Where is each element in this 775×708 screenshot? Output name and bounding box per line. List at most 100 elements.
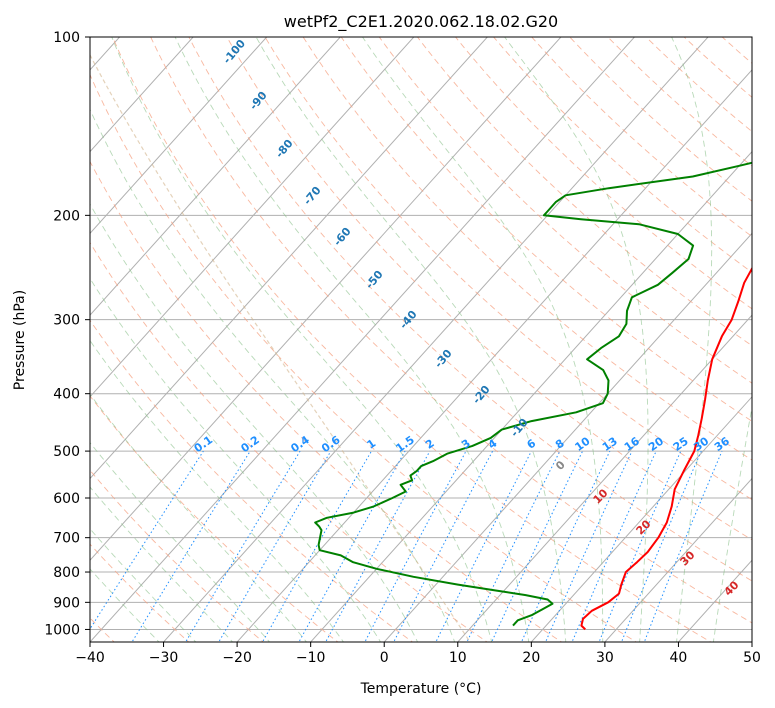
isotherm-line: [236, 69, 752, 642]
isotherm-line: [383, 232, 752, 642]
y-tick-label: 700: [53, 531, 80, 547]
x-tick-label: −40: [75, 650, 105, 666]
moist-adiabat: [90, 339, 345, 642]
data-lines: [314, 161, 752, 631]
dry-adiabat: [264, 37, 752, 501]
mixing-ratio-line: [435, 450, 532, 642]
mixing-ratio-label: 6: [525, 437, 539, 452]
dry-adiabat-label: -70: [301, 184, 324, 208]
mixing-ratio-line: [520, 450, 611, 642]
isotherm-line: [90, 37, 636, 642]
dry-adiabat-label: -90: [247, 89, 270, 113]
dry-adiabat: [531, 37, 752, 238]
y-tick-label: 1000: [44, 622, 80, 638]
isotherm-line: [457, 314, 752, 642]
isotherm-line: [90, 37, 341, 316]
chart-title: wetPf2_C2E1.2020.062.18.02.G20: [284, 12, 558, 32]
dry-adiabat: [90, 319, 414, 642]
moist-adiabat: [90, 441, 271, 642]
dry-adiabat-label: -50: [363, 268, 386, 292]
moist-adiabat: [504, 37, 649, 642]
moist-adiabat-label: 20: [634, 517, 654, 537]
moist-adiabat: [90, 108, 456, 642]
y-tick-label: 300: [53, 313, 80, 329]
dry-adiabat: [90, 73, 638, 642]
mixing-ratio-line: [393, 450, 494, 642]
moist-adiabat: [361, 37, 604, 642]
mixing-ratio-line: [261, 450, 372, 642]
dry-adiabat: [378, 37, 752, 384]
mixing-ratio-label: 1: [365, 437, 379, 452]
plot-frame: [89, 36, 753, 643]
mixing-ratio-line: [491, 450, 584, 642]
background-lines: [0, 24, 775, 645]
isotherm-line: [90, 37, 562, 562]
mixing-ratio-line: [298, 450, 406, 642]
y-tick-label: 600: [53, 491, 80, 507]
dry-adiabat: [645, 37, 752, 133]
moist-adiabat: [712, 404, 752, 642]
y-tick-label: 500: [53, 444, 80, 460]
isotherm-line: [90, 37, 489, 480]
isotherm-line: [604, 477, 752, 642]
mixing-ratio-label: 4: [486, 437, 500, 452]
moist-adiabat: [671, 37, 713, 642]
mixing-ratio-line: [598, 450, 682, 642]
mixing-ratio-line: [90, 450, 204, 630]
dry-adiabat: [302, 37, 752, 461]
mixing-ratio-line: [131, 450, 251, 642]
x-tick-label: −20: [222, 650, 252, 666]
dry-adiabat: [749, 27, 775, 645]
mixing-ratio-label: 1.5: [393, 433, 416, 455]
mixing-ratio-line: [466, 450, 561, 642]
freezing-arc: [90, 54, 471, 642]
x-axis-label: Temperature (°C): [360, 681, 482, 697]
mixing-ratio-line: [571, 450, 657, 642]
dry-adiabat: [150, 37, 752, 624]
y-tick-label: 900: [53, 595, 80, 611]
zero-isotherm-label: 0: [553, 458, 568, 473]
x-axis: −40 −30 −20 −10 0 10 20 30 40 50: [75, 642, 761, 666]
isotherm-line: [530, 396, 752, 642]
isotherm-line: [90, 37, 268, 235]
dry-adiabat-label: -20: [470, 383, 493, 407]
dry-adiabat-label: -60: [331, 225, 354, 249]
mixing-ratio-line: [364, 450, 467, 642]
mixing-ratio-label: 0.4: [288, 433, 312, 455]
dry-adiabat: [340, 37, 752, 422]
isotherm-line: [0, 24, 58, 645]
x-tick-label: 20: [522, 650, 540, 666]
dry-adiabat-label: -80: [273, 137, 296, 161]
x-tick-label: 40: [670, 650, 688, 666]
isotherm-line: [162, 37, 709, 642]
y-axis-label: Pressure (hPa): [12, 290, 28, 390]
moist-adiabat-label: 40: [722, 578, 742, 598]
dry-adiabat: [90, 160, 563, 642]
mixing-ratio-line: [218, 450, 332, 642]
dry-adiabat: [90, 469, 265, 642]
isotherm-line: [751, 641, 752, 642]
y-axis: 100 200 300 400 500 600 700 800 900 1000: [44, 30, 90, 638]
y-tick-label: 200: [53, 208, 80, 224]
overlay-labels: 0.1 0.2 0.4 0.6 1 1.5 2 3 4 6 8 10 13 16 20 25 30 36-100-…: [192, 37, 742, 599]
moist-adiabat: [90, 277, 382, 642]
y-tick-label: 100: [53, 30, 80, 46]
mixing-ratio-label: 0.6: [319, 433, 343, 455]
mixing-ratio-label: 0.2: [238, 433, 261, 455]
x-tick-label: 0: [380, 650, 389, 666]
x-tick-label: −30: [149, 650, 179, 666]
dry-adiabat: [90, 543, 190, 642]
moist-adiabat: [90, 486, 234, 642]
mixing-ratio-label: 8: [553, 437, 567, 452]
x-tick-label: −10: [296, 650, 326, 666]
mixing-ratio-line: [185, 450, 301, 642]
moist-adiabat-label: 10: [591, 486, 611, 506]
moist-adiabat: [174, 37, 530, 642]
moist-adiabat: [90, 393, 308, 642]
y-tick-label: 400: [53, 387, 80, 403]
dry-adiabat-label: -40: [397, 308, 420, 332]
mixing-ratio-line: [545, 450, 633, 642]
x-tick-label: 30: [596, 650, 614, 666]
mixing-ratio-line: [643, 450, 723, 642]
